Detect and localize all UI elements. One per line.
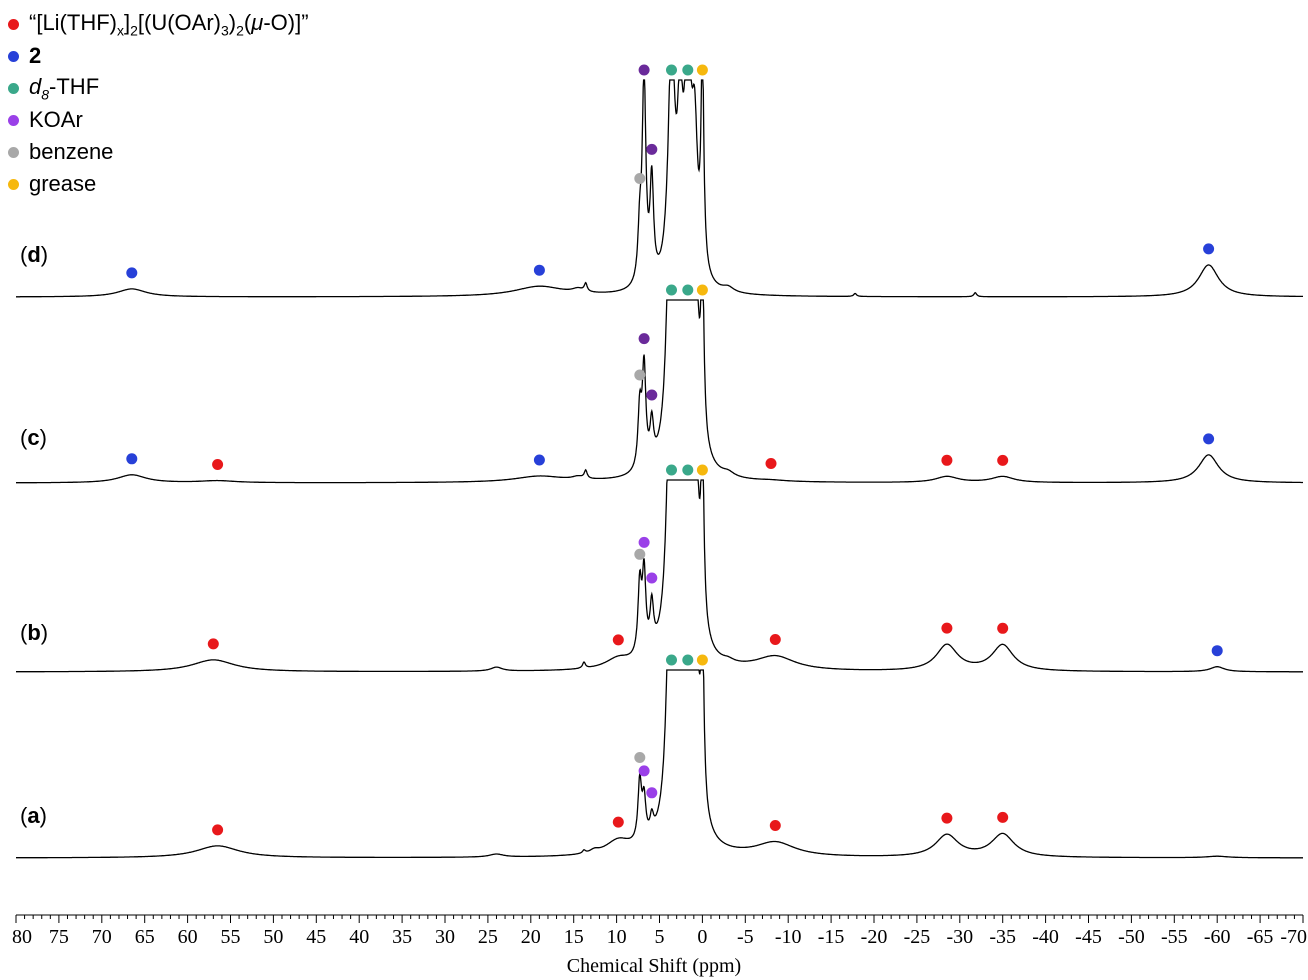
- peak-marker-blue: [1203, 433, 1214, 444]
- peak-marker-purple: [646, 390, 657, 401]
- x-tick-label: -50: [1118, 926, 1145, 948]
- peak-marker-blue: [126, 267, 137, 278]
- peak-marker-teal: [666, 65, 677, 76]
- x-tick-label: -60: [1204, 926, 1231, 948]
- x-tick-label: 20: [521, 926, 541, 948]
- x-tick-label: -45: [1075, 926, 1102, 948]
- peak-marker-purple: [646, 787, 657, 798]
- peak-marker-teal: [666, 655, 677, 666]
- peak-marker-purple: [646, 144, 657, 155]
- x-tick-label: 25: [478, 926, 498, 948]
- peak-marker-teal: [682, 65, 693, 76]
- x-tick-label: 55: [221, 926, 241, 948]
- peak-marker-red: [208, 638, 219, 649]
- peak-marker-blue: [126, 453, 137, 464]
- peak-marker-red: [212, 459, 223, 470]
- panel-label-a: (a): [20, 803, 47, 828]
- peak-marker-red: [613, 634, 624, 645]
- peak-marker-teal: [666, 465, 677, 476]
- x-axis: 80 75 70 65 60 55 50 45 40 35 30 25 20 15 10 5 0 -5 -10 -15…: [12, 915, 1307, 948]
- spectrum-trace-a: [16, 670, 1303, 858]
- peak-marker-gray: [634, 549, 645, 560]
- x-tick-label: -65: [1247, 926, 1274, 948]
- peak-marker-red: [766, 458, 777, 469]
- x-tick-label: 35: [392, 926, 412, 948]
- spectrum-trace-c: [16, 300, 1303, 483]
- x-tick-label: 45: [306, 926, 326, 948]
- x-tick-label: -25: [904, 926, 931, 948]
- peak-marker-red: [613, 817, 624, 828]
- x-tick-label: -15: [818, 926, 845, 948]
- spectrum-trace-d: [16, 80, 1303, 297]
- x-tick-label: -35: [989, 926, 1016, 948]
- x-tick-label: -20: [861, 926, 888, 948]
- spectra-traces: [16, 80, 1303, 858]
- panel-labels: (a) (b) (c) (d): [20, 242, 48, 828]
- peak-marker-red: [941, 813, 952, 824]
- peak-marker-red: [770, 634, 781, 645]
- peak-marker-teal: [682, 655, 693, 666]
- x-tick-label: -30: [946, 926, 973, 948]
- peak-marker-yellow: [697, 285, 708, 296]
- x-tick-label: 60: [178, 926, 198, 948]
- peak-marker-red: [941, 623, 952, 634]
- peak-marker-purple: [646, 573, 657, 584]
- peak-marker-purple: [639, 765, 650, 776]
- x-tick-label: 10: [607, 926, 627, 948]
- peak-marker-red: [212, 824, 223, 835]
- panel-label-d: (d): [20, 242, 48, 267]
- peak-marker-purple: [639, 537, 650, 548]
- x-tick-label: 80: [12, 926, 32, 948]
- x-tick-label: 0: [697, 926, 707, 948]
- x-tick-label: 30: [435, 926, 455, 948]
- x-tick-label: 5: [655, 926, 665, 948]
- peak-marker-blue: [1212, 645, 1223, 656]
- peak-marker-purple: [639, 65, 650, 76]
- peak-markers: [126, 65, 1222, 836]
- x-tick-label: -10: [775, 926, 802, 948]
- peak-marker-red: [997, 455, 1008, 466]
- peak-marker-teal: [682, 465, 693, 476]
- peak-marker-blue: [534, 265, 545, 276]
- peak-marker-red: [770, 820, 781, 831]
- x-tick-label: -55: [1161, 926, 1188, 948]
- peak-marker-blue: [534, 455, 545, 466]
- panel-label-c: (c): [20, 425, 47, 450]
- x-tick-label: 50: [263, 926, 283, 948]
- x-tick-label: 40: [349, 926, 369, 948]
- peak-marker-yellow: [697, 465, 708, 476]
- x-tick-label: -40: [1032, 926, 1059, 948]
- x-tick-label: 65: [135, 926, 155, 948]
- x-tick-label: 15: [564, 926, 584, 948]
- peak-marker-yellow: [697, 655, 708, 666]
- x-axis-title: Chemical Shift (ppm): [567, 955, 741, 977]
- peak-marker-yellow: [697, 65, 708, 76]
- peak-marker-purple: [639, 333, 650, 344]
- x-tick-label: -70: [1280, 926, 1307, 948]
- peak-marker-gray: [634, 752, 645, 763]
- peak-marker-red: [997, 812, 1008, 823]
- panel-label-b: (b): [20, 620, 48, 645]
- peak-marker-teal: [682, 285, 693, 296]
- peak-marker-red: [997, 623, 1008, 634]
- peak-marker-red: [941, 455, 952, 466]
- peak-marker-teal: [666, 285, 677, 296]
- x-tick-label: -5: [737, 926, 754, 948]
- peak-marker-gray: [634, 370, 645, 381]
- peak-marker-blue: [1203, 243, 1214, 254]
- x-tick-label: 75: [49, 926, 69, 948]
- peak-marker-gray: [634, 173, 645, 184]
- x-tick-label: 70: [92, 926, 112, 948]
